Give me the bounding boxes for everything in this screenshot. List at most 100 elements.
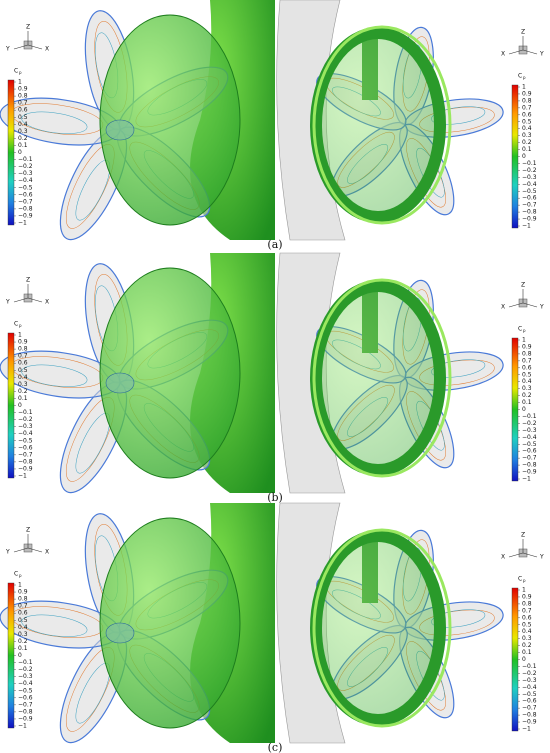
colorbar-label: 0.8 <box>522 97 532 104</box>
colorbar-label: 0.2 <box>522 392 532 399</box>
colorbar-label: 0.6 <box>522 614 532 621</box>
triad-label: Y <box>539 51 544 58</box>
colorbar-label: 0.1 <box>18 645 28 652</box>
blade-contour <box>21 364 88 387</box>
colorbar-label: 0.2 <box>522 139 532 146</box>
colorbar-label: 0.1 <box>522 146 532 153</box>
colorbar-title: C <box>518 326 522 333</box>
duct <box>99 517 241 729</box>
colorbar-label: −1 <box>18 473 27 480</box>
colorbar-label: −0.8 <box>522 209 537 216</box>
triad-axis <box>522 302 538 308</box>
colorbar-label: −0.1 <box>18 156 33 163</box>
colorbar-title: C <box>14 321 18 328</box>
colorbar-label: −0.4 <box>18 177 33 184</box>
colorbar-label: −0.5 <box>522 188 537 195</box>
triad-label: Z <box>26 277 30 284</box>
colorbar-label: 0.7 <box>18 603 28 610</box>
triad-label: X <box>501 51 505 58</box>
colorbar-title-sub: p <box>523 75 526 80</box>
colorbar-label: −0.1 <box>18 659 33 666</box>
triad-axis <box>27 297 43 303</box>
colorbar-label: −0.7 <box>18 451 33 458</box>
triad-axis <box>27 547 43 553</box>
caption: (c) <box>268 741 283 753</box>
colorbar-label: −0.2 <box>18 666 33 673</box>
colorbar-label: 0.7 <box>522 104 532 111</box>
colorbar-title-sub: p <box>523 328 526 333</box>
colorbar-label: 0.5 <box>18 367 28 374</box>
colorbar-label: −0.1 <box>522 413 537 420</box>
colorbar-label: −0.2 <box>522 420 537 427</box>
colorbar-label: −1 <box>522 726 531 733</box>
hub <box>105 119 135 141</box>
colorbar-title-sub: p <box>19 70 22 75</box>
triad-label: Z <box>521 282 525 289</box>
colorbar-label: 0.9 <box>522 593 532 600</box>
colorbar-label: 1 <box>522 587 526 594</box>
colorbar <box>511 84 519 229</box>
colorbar-label: −0.3 <box>18 423 33 430</box>
colorbar-label: 0.1 <box>18 142 28 149</box>
duct-rim <box>312 528 452 728</box>
colorbar-label: 0.5 <box>522 371 532 378</box>
triad-label: X <box>501 554 505 561</box>
triad-label: Z <box>521 532 525 539</box>
colorbar-label: 0.9 <box>18 339 28 346</box>
colorbar-label: −0.3 <box>18 673 33 680</box>
colorbar-label: −1 <box>522 223 531 230</box>
colorbar-label: −1 <box>18 723 27 730</box>
blade-contour <box>21 111 88 134</box>
colorbar-label: 0.3 <box>522 132 532 139</box>
colorbar-label: −0.2 <box>18 416 33 423</box>
colorbar-label: 0.8 <box>522 600 532 607</box>
colorbar-label: −0.6 <box>18 444 33 451</box>
colorbar-label: −0.8 <box>18 205 33 212</box>
triad-label: Z <box>521 29 525 36</box>
triad-label: X <box>501 304 505 311</box>
colorbar-label: 0.2 <box>18 638 28 645</box>
colorbar-label: 0.3 <box>18 631 28 638</box>
colorbar-label: −0.7 <box>522 705 537 712</box>
colorbar-label: 0.6 <box>18 610 28 617</box>
colorbar-label: −0.4 <box>522 434 537 441</box>
colorbar-label: −0.8 <box>18 708 33 715</box>
colorbar <box>7 79 15 226</box>
colorbar-label: −0.6 <box>18 694 33 701</box>
triad-label: Y <box>5 549 10 556</box>
triad-label: Y <box>5 46 10 53</box>
triad-label: X <box>45 549 49 556</box>
duct <box>99 14 241 226</box>
duct <box>99 267 241 479</box>
colorbar-label: 0.3 <box>522 635 532 642</box>
colorbar <box>7 332 15 479</box>
colorbar-label: −0.9 <box>522 216 537 223</box>
duct-ring <box>310 280 446 476</box>
colorbar-label: −1 <box>18 220 27 227</box>
colorbar-label: −0.5 <box>18 437 33 444</box>
colorbar-label: −0.5 <box>18 687 33 694</box>
colorbar-label: 1 <box>18 332 22 339</box>
duct-ring <box>310 530 446 726</box>
colorbar-label: −0.6 <box>522 698 537 705</box>
colorbar-label: −0.3 <box>522 174 537 181</box>
colorbar-label: 0.6 <box>522 111 532 118</box>
colorbar-label: 0.6 <box>18 360 28 367</box>
colorbar-label: 0 <box>522 406 526 413</box>
colorbar-label: 0.1 <box>522 649 532 656</box>
colorbar-label: 1 <box>522 84 526 91</box>
colorbar-label: −0.3 <box>522 427 537 434</box>
colorbar-label: −0.5 <box>522 691 537 698</box>
colorbar-label: −1 <box>522 476 531 483</box>
colorbar-label: 0.4 <box>522 125 532 132</box>
colorbar <box>511 337 519 482</box>
colorbar-label: −0.5 <box>522 441 537 448</box>
colorbar-label: 0.9 <box>522 90 532 97</box>
colorbar-label: 0.3 <box>18 381 28 388</box>
colorbar-label: 0.8 <box>18 596 28 603</box>
colorbar-label: −0.7 <box>522 455 537 462</box>
colorbar-label: −0.1 <box>522 663 537 670</box>
colorbar-label: 0.8 <box>522 350 532 357</box>
colorbar-label: 0.1 <box>18 395 28 402</box>
